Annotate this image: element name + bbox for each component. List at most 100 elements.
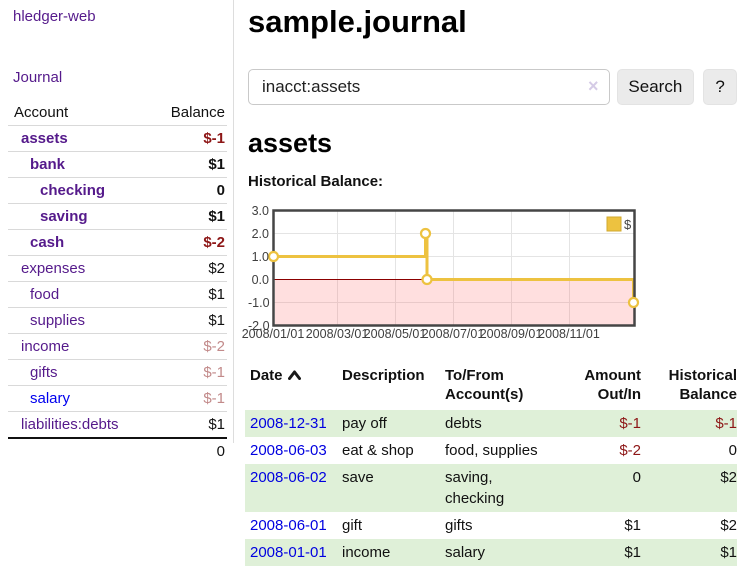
y-axis-tick: 2.0 (251, 226, 269, 241)
account-balance: $-1 (149, 359, 227, 386)
x-axis-tick: 2008/03/01 (305, 327, 369, 341)
x-axis-tick: 2008/11/01 (538, 327, 600, 341)
search-button[interactable]: Search (616, 69, 695, 105)
account-row-checking: checking 0 (8, 177, 227, 204)
transaction-accounts: gifts (445, 517, 473, 534)
account-balance: $-1 (149, 125, 227, 152)
account-link-gifts[interactable]: gifts (30, 364, 58, 381)
sort-ascending-icon (287, 366, 301, 385)
legend-swatch (606, 216, 622, 232)
sidebar: hledger-web Journal Account Balance asse… (0, 0, 234, 464)
account-row-cash: cash $-2 (8, 229, 227, 256)
register-header-row: Date Description To/From Account(s) Amou… (245, 364, 737, 410)
app-brand-link[interactable]: hledger-web (13, 8, 96, 25)
accounts-total-value: 0 (149, 437, 227, 464)
transaction-date-link[interactable]: 2008-06-02 (250, 469, 327, 486)
transaction-date-link[interactable]: 2008-12-31 (250, 415, 327, 432)
help-button[interactable]: ? (703, 69, 737, 105)
transaction-description: gift (342, 517, 363, 534)
transaction-amount: 0 (632, 469, 641, 486)
accounts-total-row: 0 (8, 437, 227, 464)
series-points (267, 227, 640, 309)
register-col-date-label: Date (250, 367, 283, 384)
transaction-accounts: salary (445, 544, 486, 561)
y-axis-tick: 3.0 (251, 203, 269, 218)
account-row-bank: bank $1 (8, 151, 227, 178)
chart-title: Historical Balance: (248, 173, 384, 190)
transaction-balance: $1 (720, 544, 737, 561)
account-link-saving[interactable]: saving (40, 208, 88, 225)
x-axis-tick: 2008/09/01 (479, 327, 543, 341)
register-col-balance: Historical Balance (668, 367, 737, 403)
account-row-food: food $1 (8, 281, 227, 308)
account-row-expenses: expenses $2 (8, 255, 227, 282)
account-row-salary: salary $-1 (8, 385, 227, 412)
search-input[interactable] (248, 69, 610, 105)
account-link-checking[interactable]: checking (40, 182, 106, 199)
register-col-accounts: To/From Account(s) (445, 367, 524, 403)
account-link-assets[interactable]: assets (21, 130, 68, 147)
y-axis-tick: -1.0 (248, 295, 270, 310)
plot-border (272, 209, 636, 327)
clear-search-icon[interactable]: × (588, 76, 599, 96)
register-col-description: Description (342, 367, 425, 384)
transaction-description: pay off (342, 415, 387, 432)
account-balance: $1 (149, 307, 227, 334)
account-link-salary[interactable]: salary (30, 390, 71, 407)
negative-region (275, 280, 634, 325)
legend-label: $ (624, 217, 632, 232)
account-link-expenses[interactable]: expenses (21, 260, 86, 277)
transaction-date-link[interactable]: 2008-06-01 (250, 517, 327, 534)
main-content: sample.journal × Search ? assets Histori… (242, 0, 737, 566)
account-balance: $1 (149, 151, 227, 178)
register-row: 2008-12-31 pay off debts $-1 $-1 (245, 410, 737, 437)
accounts-col-balance: Balance (149, 102, 227, 126)
transaction-balance: $2 (720, 469, 737, 486)
register-row: 2008-01-01 income salary $1 $1 (245, 539, 737, 566)
account-row-gifts: gifts $-1 (8, 359, 227, 386)
accounts-header-row: Account Balance (8, 102, 227, 126)
account-link-supplies[interactable]: supplies (30, 312, 86, 329)
account-row-assets: assets $-1 (8, 125, 227, 152)
register-row: 2008-06-01 gift gifts $1 $2 (245, 512, 737, 539)
transaction-amount: $-2 (619, 442, 641, 459)
page-title: sample.journal (248, 4, 467, 39)
account-heading: assets (248, 128, 333, 158)
account-link-cash[interactable]: cash (30, 234, 65, 251)
transaction-date-link[interactable]: 2008-01-01 (250, 544, 327, 561)
account-balance: $1 (149, 203, 227, 230)
account-balance: $-2 (149, 333, 227, 360)
account-balance: $2 (149, 255, 227, 282)
account-link-bank[interactable]: bank (30, 156, 66, 173)
account-link-liabilities-debts[interactable]: liabilities:debts (21, 416, 119, 433)
transaction-description: income (342, 544, 391, 561)
register-row: 2008-06-02 save saving, checking 0 $2 (245, 464, 737, 512)
transaction-accounts: food, supplies (445, 442, 538, 459)
transaction-description: eat & shop (342, 442, 414, 459)
sidebar-item-journal[interactable]: Journal (13, 69, 63, 86)
transaction-accounts: debts (445, 415, 482, 432)
x-axis-tick: 2008/05/01 (363, 327, 427, 341)
x-axis-tick: 2008/07/01 (421, 327, 485, 341)
account-link-food[interactable]: food (30, 286, 60, 303)
transaction-accounts: saving, checking (445, 469, 505, 507)
historical-balance-chart: 3.0 2.0 1.0 0.0 -1.0 -2.0 (242, 203, 737, 348)
x-axis-tick: 2008/01/01 (241, 327, 305, 341)
account-row-income: income $-2 (8, 333, 227, 360)
account-balance: $1 (208, 416, 225, 433)
account-balance: $-1 (149, 385, 227, 412)
transaction-balance: $-1 (715, 415, 737, 432)
account-link-income[interactable]: income (21, 338, 70, 355)
account-balance: $-2 (149, 229, 227, 256)
accounts-table: Account Balance assets $-1 bank $1 checkin… (8, 102, 227, 464)
y-axis-tick: 1.0 (251, 249, 269, 264)
transaction-amount: $1 (624, 544, 641, 561)
transaction-date-link[interactable]: 2008-06-03 (250, 442, 327, 459)
transaction-balance: $2 (720, 517, 737, 534)
transaction-amount: $-1 (619, 415, 641, 432)
account-balance: $1 (149, 281, 227, 308)
accounts-col-account: Account (8, 102, 150, 126)
y-axis-tick: 0.0 (251, 272, 269, 287)
account-balance: 0 (149, 177, 227, 204)
register-col-amount: Amount Out/In (584, 367, 641, 403)
